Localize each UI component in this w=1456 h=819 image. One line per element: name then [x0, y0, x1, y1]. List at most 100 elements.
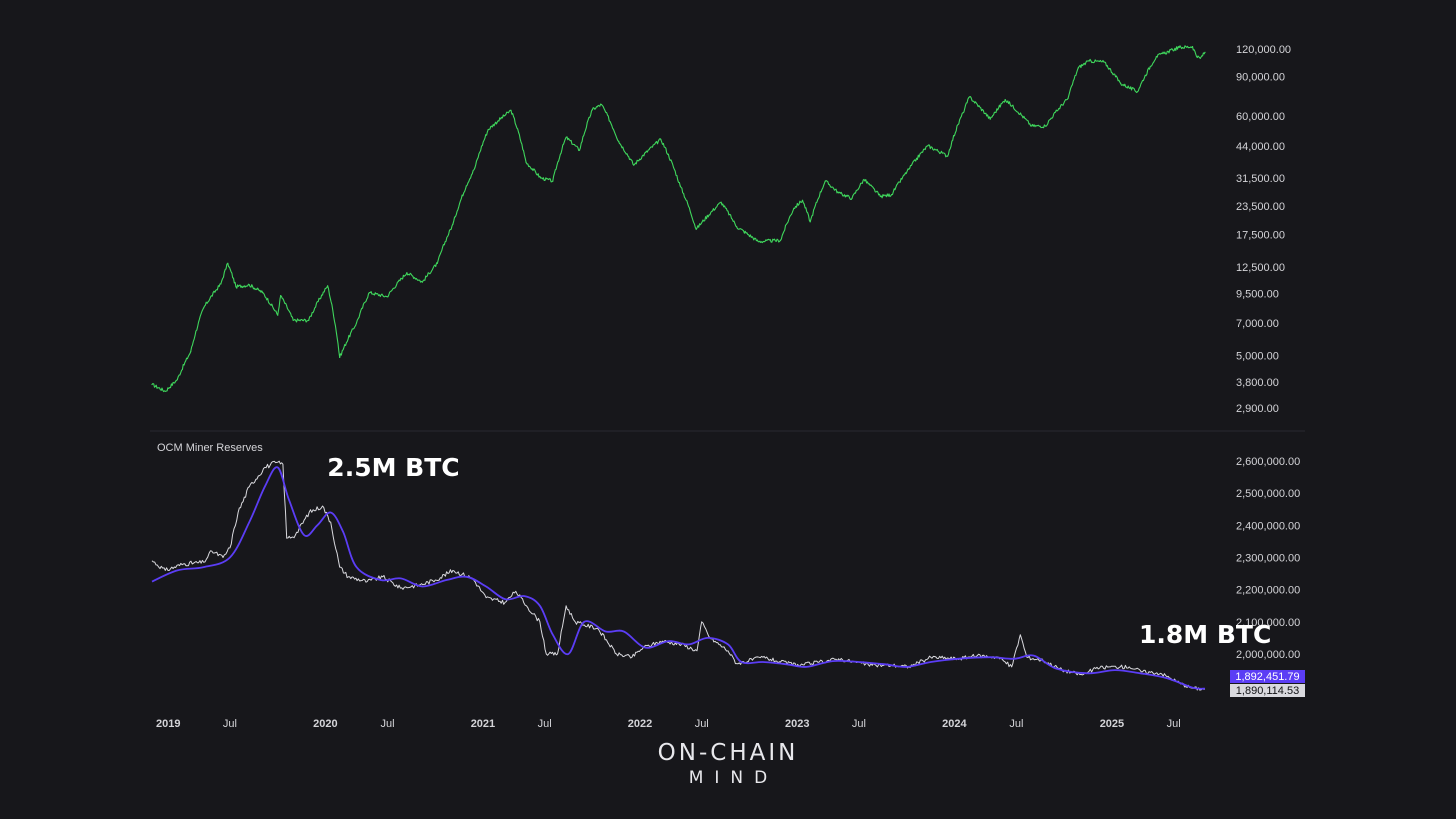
price-axis-tick: 7,000.00: [1236, 318, 1279, 330]
price-axis-tick: 3,800.00: [1236, 377, 1279, 389]
price-point: [164, 390, 166, 392]
reserves-axis-tick: 2,400,000.00: [1236, 520, 1300, 532]
time-axis-tick: Jul: [538, 718, 552, 730]
price-axis-tick: 60,000.00: [1236, 111, 1285, 123]
price-point: [927, 145, 929, 147]
price-point: [552, 180, 554, 182]
price-point: [809, 221, 811, 223]
price-point: [497, 120, 499, 122]
price-point: [452, 223, 454, 225]
reserves-axis-tick: 2,300,000.00: [1236, 553, 1300, 565]
price-point: [406, 272, 408, 274]
price-point: [525, 161, 527, 164]
price-point: [879, 195, 882, 198]
price-pane: 120,000.00 90,000.00 60,000.00 44,000.00 31,…: [151, 44, 1291, 415]
time-axis-tick: Jul: [852, 718, 866, 730]
price-axis-tick: 17,500.00: [1236, 230, 1285, 242]
price-point: [151, 383, 153, 386]
price-point: [436, 262, 438, 264]
price-point: [793, 207, 795, 209]
price-point: [989, 118, 991, 120]
price-point: [1067, 97, 1069, 99]
price-point: [633, 164, 635, 166]
price-point: [1178, 46, 1180, 49]
price-axis-tick: 5,000.00: [1236, 350, 1279, 362]
reserves-pane: OCM Miner Reserves 2,600,000.00 2,500,000…: [151, 442, 1305, 697]
price-point: [1199, 57, 1201, 59]
price-point: [487, 129, 489, 131]
time-axis-tick: Jul: [695, 718, 709, 730]
price-point: [736, 226, 738, 228]
last-value-badge: [1230, 670, 1305, 683]
price-point: [1196, 56, 1198, 59]
time-axis-tick: 2024: [942, 718, 967, 730]
price-point: [1155, 55, 1157, 58]
price-point: [421, 281, 423, 283]
price-point: [465, 185, 467, 187]
reserves-axis-tick: 2,200,000.00: [1236, 585, 1300, 597]
price-point: [327, 285, 329, 287]
price-point: [1136, 91, 1138, 93]
price-point: [1088, 60, 1090, 62]
price-point: [618, 140, 620, 143]
price-point: [1120, 82, 1122, 84]
price-axis-tick: 90,000.00: [1236, 72, 1285, 84]
price-point: [1103, 61, 1105, 63]
price-point: [757, 240, 759, 243]
price-point: [355, 322, 358, 324]
price-point: [368, 292, 370, 294]
price-point: [280, 295, 282, 297]
price-point: [1004, 99, 1006, 101]
pane-title: OCM Miner Reserves: [157, 442, 263, 454]
price-axis-tick: 23,500.00: [1236, 201, 1285, 213]
price-point: [474, 167, 476, 169]
price-axis-tick: 31,500.00: [1236, 173, 1285, 185]
time-axis: 2019 Jul 2020 Jul 2021 Jul 2022 Jul 2023 Jul 2024 J…: [156, 718, 1181, 730]
time-axis-tick: 2021: [471, 718, 495, 730]
price-point: [510, 109, 512, 111]
price-point: [962, 112, 964, 114]
price-point: [277, 314, 279, 316]
time-axis-tick: Jul: [1009, 718, 1023, 730]
price-axis-tick: 120,000.00: [1236, 44, 1291, 56]
price-point: [851, 197, 853, 199]
price-point: [695, 228, 697, 230]
last-value-badge: [1230, 684, 1305, 697]
price-point: [1044, 125, 1046, 127]
last-value-label: 1,892,451.79: [1235, 671, 1299, 683]
annotation-label: 2.5M BTC: [327, 453, 459, 482]
price-point: [578, 149, 581, 151]
time-axis-tick: Jul: [223, 718, 237, 730]
price-point: [660, 138, 662, 140]
logo-wordmark: ON-CHAIN: [657, 740, 799, 766]
price-point: [908, 168, 910, 170]
price-point: [386, 296, 388, 298]
price-axis-tick: 12,500.00: [1236, 262, 1285, 274]
time-axis-tick: Jul: [381, 718, 395, 730]
price-point: [947, 155, 949, 157]
price-point: [968, 96, 971, 98]
price-point: [801, 199, 804, 201]
price-point: [176, 378, 178, 380]
time-axis-tick: 2025: [1100, 718, 1124, 730]
reserves-average-line: [151, 466, 1206, 690]
price-point: [863, 178, 865, 181]
price-point: [1204, 51, 1206, 53]
reserves-axis-tick: 2,000,000.00: [1236, 649, 1300, 661]
price-point: [235, 286, 237, 288]
price-point: [779, 239, 782, 241]
price-point: [203, 307, 205, 309]
price-point: [679, 185, 681, 187]
price-point: [262, 292, 264, 294]
price-point: [292, 319, 294, 321]
time-axis-tick: Jul: [1167, 718, 1181, 730]
annotation-label: 1.8M BTC: [1139, 620, 1271, 649]
price-point: [1077, 67, 1079, 69]
price-point: [824, 180, 826, 182]
reserves-axis-tick: 2,500,000.00: [1236, 488, 1300, 500]
price-axis-tick: 2,900.00: [1236, 403, 1279, 415]
price-point: [600, 103, 603, 106]
logo-subtitle: MIND: [688, 768, 779, 788]
